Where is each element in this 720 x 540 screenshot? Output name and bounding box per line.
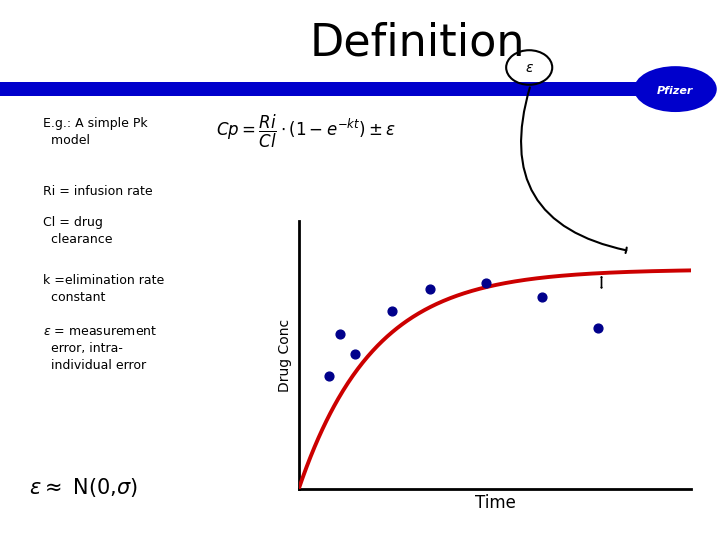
Point xyxy=(424,285,436,293)
Text: Ri = infusion rate: Ri = infusion rate xyxy=(43,185,153,198)
Bar xyxy=(0,82,652,96)
Text: $\varepsilon \approx$ N(0,$\sigma$): $\varepsilon \approx$ N(0,$\sigma$) xyxy=(29,476,138,498)
Point xyxy=(592,324,603,333)
X-axis label: Time: Time xyxy=(474,494,516,512)
Text: Pfizer: Pfizer xyxy=(657,86,693,96)
Y-axis label: Drug Conc: Drug Conc xyxy=(278,319,292,392)
Text: k =elimination rate
  constant: k =elimination rate constant xyxy=(43,274,164,304)
Point xyxy=(480,279,492,288)
Text: $\varepsilon$: $\varepsilon$ xyxy=(525,60,534,75)
Point xyxy=(387,307,398,316)
Text: E.g.: A simple Pk
  model: E.g.: A simple Pk model xyxy=(43,117,148,147)
Text: Definition: Definition xyxy=(310,22,526,65)
Text: $\varepsilon$ = measurement
  error, intra-
  individual error: $\varepsilon$ = measurement error, intra… xyxy=(43,325,158,372)
Point xyxy=(323,372,335,381)
Point xyxy=(536,293,547,302)
Ellipse shape xyxy=(634,66,717,112)
Text: Cl = drug
  clearance: Cl = drug clearance xyxy=(43,216,113,246)
Point xyxy=(334,329,346,338)
Point xyxy=(349,349,361,358)
Text: $Cp = \dfrac{Ri}{Cl} \cdot \left(1 - e^{-kt}\right) \pm \varepsilon$: $Cp = \dfrac{Ri}{Cl} \cdot \left(1 - e^{… xyxy=(216,113,396,150)
